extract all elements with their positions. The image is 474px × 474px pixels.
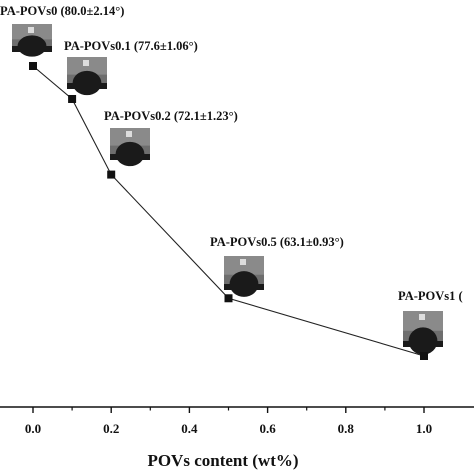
droplet-photo: [403, 311, 443, 355]
point-annotation: PA-POVs1 (: [398, 289, 463, 303]
data-point: [107, 170, 116, 179]
data-point: [68, 94, 77, 103]
x-tick-label: 0.8: [338, 421, 355, 436]
annotations-layer: PA-POVs0 (80.0±2.14°) PA-POVs0.1 (77.6±1.…: [0, 4, 463, 303]
data-point: [29, 62, 37, 70]
droplet-photo: [110, 128, 150, 167]
x-tick-label: 0.6: [259, 421, 276, 436]
droplet-photos: [12, 24, 443, 355]
point-annotation: PA-POVs0.1 (77.6±1.06°): [64, 39, 198, 53]
x-tick-label: 0.4: [181, 421, 198, 436]
point-annotation: PA-POVs0.2 (72.1±1.23°): [104, 109, 238, 123]
data-point: [420, 352, 428, 360]
x-axis-title: POVs content (wt%): [147, 451, 298, 470]
droplet-photo: [12, 24, 52, 57]
x-tick-label: 0.2: [103, 421, 119, 436]
x-axis: 0.0 0.2 0.4 0.6 0.8 1.0: [0, 406, 474, 436]
data-point: [224, 294, 233, 303]
droplet-photo: [67, 57, 107, 96]
droplet-photo: [224, 256, 264, 297]
series-layer: [29, 62, 428, 360]
x-tick-label: 1.0: [416, 421, 432, 436]
point-annotation: PA-POVs0.5 (63.1±0.93°): [210, 235, 344, 249]
point-annotation: PA-POVs0 (80.0±2.14°): [0, 4, 124, 18]
x-tick-label: 0.0: [25, 421, 41, 436]
